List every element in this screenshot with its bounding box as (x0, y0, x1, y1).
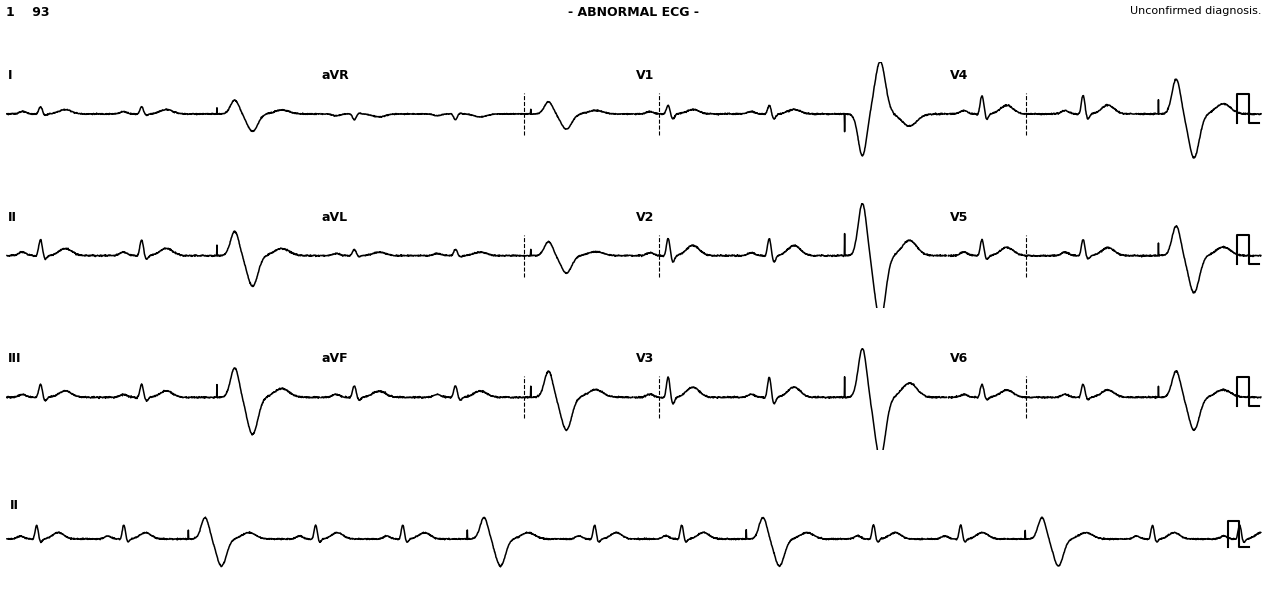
Text: V5: V5 (950, 211, 967, 224)
Text: aVL: aVL (322, 211, 347, 224)
Text: V6: V6 (950, 352, 967, 365)
Text: III: III (8, 352, 22, 365)
Text: V2: V2 (635, 211, 654, 224)
Text: V4: V4 (950, 69, 967, 82)
Text: aVF: aVF (322, 352, 349, 365)
Text: V3: V3 (635, 352, 654, 365)
Text: II: II (8, 211, 16, 224)
Text: V1: V1 (635, 69, 654, 82)
Text: 1    93: 1 93 (6, 6, 49, 19)
Text: Unconfirmed diagnosis.: Unconfirmed diagnosis. (1130, 6, 1262, 16)
Text: aVR: aVR (322, 69, 350, 82)
Text: II: II (10, 499, 19, 513)
Text: - ABNORMAL ECG -: - ABNORMAL ECG - (568, 6, 700, 19)
Text: I: I (8, 69, 13, 82)
